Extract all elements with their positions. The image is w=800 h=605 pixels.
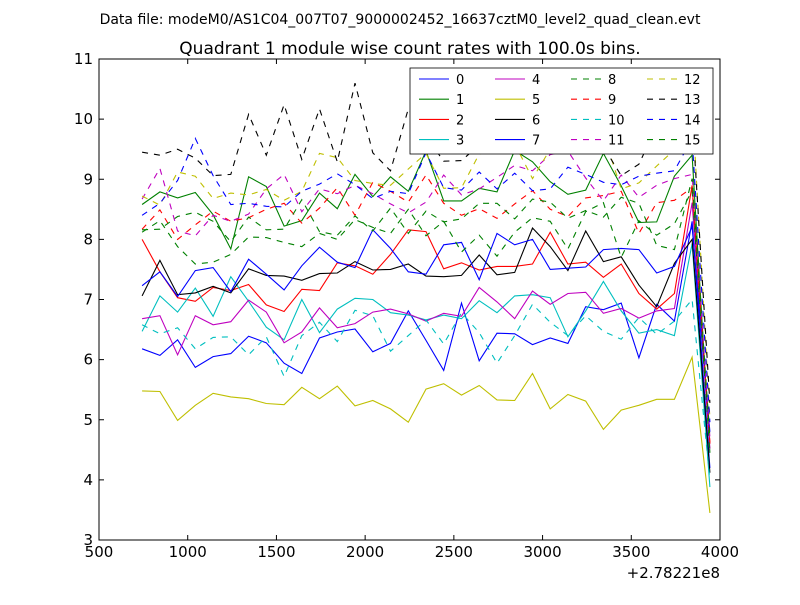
- series-line-15: [142, 178, 711, 438]
- legend-label-12: 12: [684, 73, 701, 88]
- legend-label-15: 15: [684, 134, 701, 149]
- y-tick-label-3: 3: [83, 531, 93, 549]
- legend-label-0: 0: [456, 73, 464, 88]
- y-tick-label-10: 10: [74, 110, 93, 128]
- x-tick-label-4000: 4000: [701, 543, 739, 561]
- legend-label-9: 9: [608, 93, 616, 108]
- y-tick-label-11: 11: [74, 50, 93, 68]
- series-line-7: [141, 224, 711, 432]
- legend-label-7: 7: [532, 134, 540, 149]
- series-line-8: [141, 188, 711, 453]
- y-tick-label-7: 7: [83, 291, 93, 309]
- y-tick-label-4: 4: [83, 471, 93, 489]
- x-tick-label-1500: 1500: [257, 543, 295, 561]
- legend-label-10: 10: [608, 113, 625, 128]
- x-tick-label-500: 500: [85, 543, 114, 561]
- series-line-5: [142, 355, 711, 513]
- series-line-0: [141, 221, 711, 468]
- series-line-4: [142, 202, 711, 449]
- series-layer: [141, 82, 711, 513]
- figure-suptitle: Data file: modeM0/AS1C04_007T07_90000024…: [100, 12, 701, 28]
- legend-label-3: 3: [456, 134, 464, 149]
- legend-label-8: 8: [608, 73, 616, 88]
- legend-label-1: 1: [456, 93, 464, 108]
- legend-label-13: 13: [684, 93, 701, 108]
- x-tick-label-1000: 1000: [169, 543, 207, 561]
- series-line-2: [141, 185, 711, 444]
- y-tick-label-6: 6: [83, 351, 93, 369]
- series-line-6: [141, 227, 711, 473]
- x-tick-label-3000: 3000: [523, 543, 561, 561]
- legend-label-6: 6: [532, 113, 540, 128]
- x-tick-label-2500: 2500: [435, 543, 473, 561]
- plot-frame: [98, 58, 721, 541]
- x-axis-offset-label: +2.78221e8: [627, 564, 720, 582]
- y-tick-label-9: 9: [83, 170, 93, 188]
- x-tick-label-2000: 2000: [346, 543, 384, 561]
- x-tick-label-3500: 3500: [612, 543, 650, 561]
- chart-title: Quadrant 1 module wise count rates with …: [179, 39, 640, 59]
- series-line-9: [141, 173, 711, 443]
- legend-label-4: 4: [532, 73, 540, 88]
- y-tick-label-5: 5: [83, 411, 93, 429]
- legend-label-14: 14: [684, 113, 701, 128]
- y-tick-label-8: 8: [83, 230, 93, 248]
- legend-label-11: 11: [608, 134, 625, 149]
- legend-label-5: 5: [532, 93, 540, 108]
- plot-frame-layer: [98, 58, 721, 541]
- series-line-10: [141, 298, 711, 480]
- legend-label-2: 2: [456, 113, 464, 128]
